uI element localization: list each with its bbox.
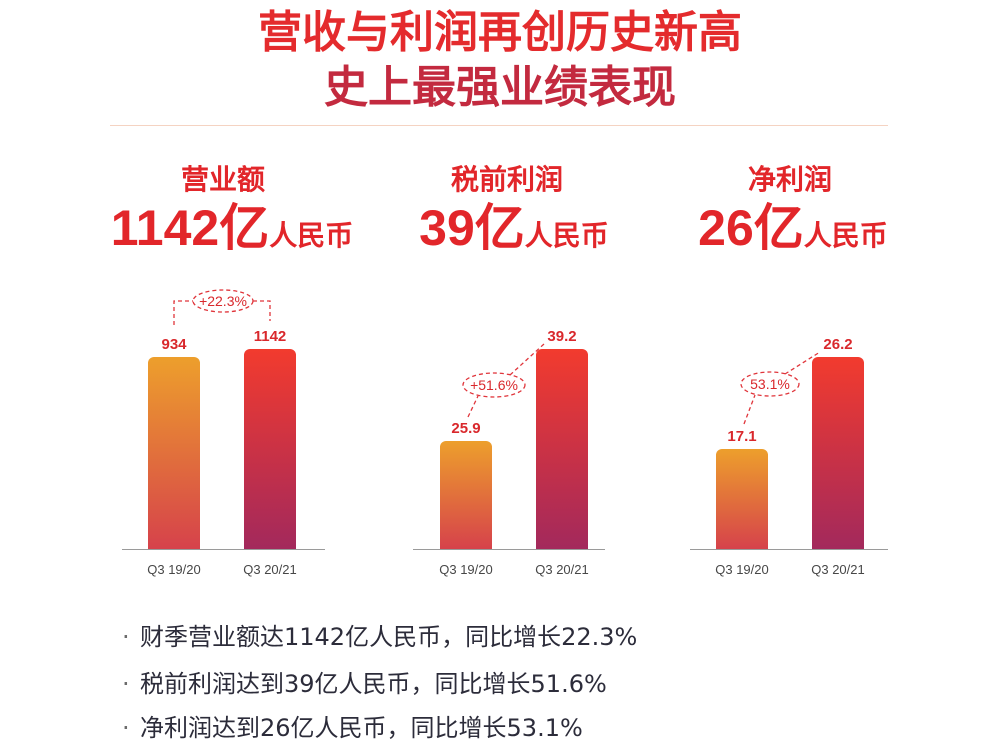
highlight-item: · 财季营业额达1142亿人民币，同比增长22.3% <box>122 621 637 653</box>
value-label-q3-20-21: 1142 <box>253 328 287 345</box>
value-label-q3-20-21: 39.2 <box>547 328 577 345</box>
bullet-dot: · <box>122 714 130 742</box>
growth-badge <box>740 371 800 397</box>
bar-q3-20-21 <box>536 349 588 549</box>
growth-connector-left <box>467 395 479 418</box>
bar-q3-19-20 <box>148 357 200 549</box>
metric-title-revenue: 营业额 <box>180 163 265 196</box>
metric-unit-pretax-profit: 人民币 <box>524 220 609 251</box>
tick-label-q3-20-21: Q3 20/21 <box>535 562 589 577</box>
growth-connector-left <box>743 394 756 425</box>
revenue-chart: +22.3% 934 1142 Q3 19/20 Q3 20/21 <box>110 280 340 590</box>
metric-headline-net-profit: 26亿人民币 <box>643 200 943 264</box>
tick-label-q3-19-20: Q3 19/20 <box>147 562 201 577</box>
growth-label: +51.6% <box>470 377 518 393</box>
tick-label-q3-20-21: Q3 20/21 <box>811 562 865 577</box>
bar-q3-19-20 <box>716 449 768 549</box>
metric-headline-pretax-profit: 39亿人民币 <box>364 200 664 264</box>
highlight-text: 财季营业额达1142亿人民币，同比增长22.3% <box>140 623 638 651</box>
growth-connector-right <box>253 300 271 321</box>
value-label-q3-19-20: 934 <box>161 336 187 353</box>
metric-value-net-profit: 26亿 <box>698 200 804 256</box>
title-divider <box>110 125 888 126</box>
value-label-q3-19-20: 17.1 <box>727 428 757 445</box>
metric-unit-revenue: 人民币 <box>269 220 354 251</box>
growth-label: 53.1% <box>750 376 790 392</box>
highlight-item: · 净利润达到26亿人民币，同比增长53.1% <box>122 712 583 744</box>
metric-value-revenue: 1142亿 <box>110 200 270 256</box>
chart-overlay: +22.3% <box>122 289 325 550</box>
metric-headline-revenue: 1142亿人民币 <box>82 200 382 264</box>
pretax-profit-chart: +51.6% 25.9 39.2 Q3 19/20 Q3 20/21 <box>402 280 632 590</box>
growth-connector-left <box>173 300 193 325</box>
growth-label: +22.3% <box>199 293 247 309</box>
highlight-text: 净利润达到26亿人民币，同比增长53.1% <box>140 714 583 742</box>
net-profit-chart: 53.1% 17.1 26.2 Q3 19/20 Q3 20/21 <box>678 280 908 590</box>
metric-value-pretax-profit: 39亿 <box>419 200 525 256</box>
bullet-dot: · <box>122 670 130 698</box>
value-label-q3-19-20: 25.9 <box>451 420 481 437</box>
bar-q3-20-21 <box>244 349 296 549</box>
tick-label-q3-20-21: Q3 20/21 <box>243 562 297 577</box>
value-label-q3-20-21: 26.2 <box>823 336 853 353</box>
bullet-dot: · <box>122 623 130 651</box>
chart-overlay: 53.1% <box>690 351 888 550</box>
metric-title-net-profit: 净利润 <box>747 163 832 196</box>
bar-q3-20-21 <box>812 357 864 549</box>
page-subtitle: 史上最强业绩表现 <box>324 62 676 113</box>
highlight-text: 税前利润达到39亿人民币，同比增长51.6% <box>140 670 607 698</box>
metric-title-pretax-profit: 税前利润 <box>450 163 563 196</box>
tick-label-q3-19-20: Q3 19/20 <box>715 562 769 577</box>
tick-label-q3-19-20: Q3 19/20 <box>439 562 493 577</box>
highlight-item: · 税前利润达到39亿人民币，同比增长51.6% <box>122 668 607 700</box>
page-title: 营收与利润再创历史新高 <box>258 7 742 58</box>
chart-overlay: +51.6% <box>413 343 605 550</box>
growth-badge <box>462 372 526 398</box>
bar-q3-19-20 <box>440 441 492 549</box>
metric-unit-net-profit: 人民币 <box>803 220 888 251</box>
